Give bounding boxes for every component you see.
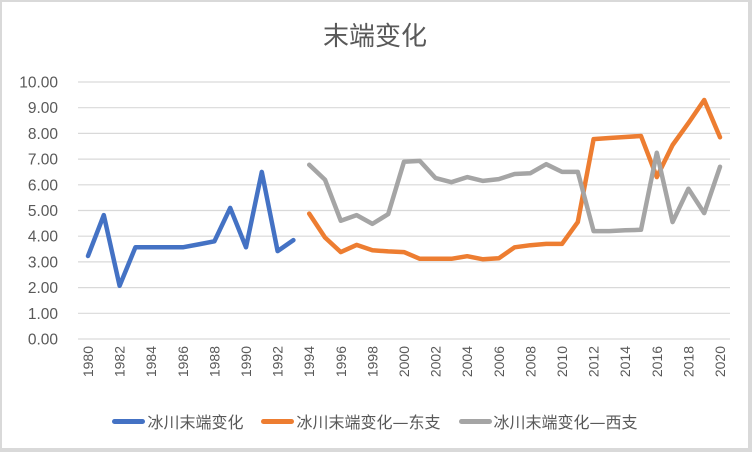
x-tick-label: 2020	[712, 346, 728, 377]
y-tick-label: 7.00	[28, 152, 59, 169]
chart-title: 末端变化	[322, 22, 427, 52]
legend-label: 冰川末端变化	[147, 413, 244, 432]
x-tick-label: 1984	[143, 346, 159, 377]
x-tick-label: 1982	[112, 346, 128, 377]
x-tick-label: 1986	[175, 346, 191, 377]
legend-item-1: 冰川末端变化—东支	[261, 409, 441, 433]
y-tick-label: 6.00	[28, 177, 59, 194]
x-tick-label: 2008	[522, 346, 538, 377]
y-tick-label: 8.00	[28, 126, 59, 143]
y-tick-label: 10.00	[19, 75, 58, 92]
x-tick-label: 1994	[301, 346, 317, 377]
x-tick-label: 2000	[396, 346, 412, 377]
x-tick-label: 2016	[649, 346, 665, 377]
y-tick-label: 3.00	[28, 254, 59, 271]
legend-label: 冰川末端变化—东支	[296, 413, 441, 432]
chart-area: 末端变化 0.00 1.00 2.00 3.00 4.00 5.00 6.00 7.00 8.0…	[2, 2, 748, 448]
legend-item-0: 冰川末端变化	[112, 409, 243, 433]
x-tick-label: 2006	[491, 346, 507, 377]
y-tick-label: 1.00	[28, 306, 59, 323]
x-tick-label: 2014	[617, 346, 633, 377]
y-tick-label: 0.00	[28, 332, 59, 349]
series-line-2	[306, 150, 723, 234]
y-tick-label: 5.00	[28, 203, 59, 220]
y-tick-label: 2.00	[28, 280, 59, 297]
plot-area: 0.00 1.00 2.00 3.00 4.00 5.00 6.00 7.00 8.00 9.00…	[19, 75, 730, 377]
x-tick-label: 1992	[270, 346, 286, 377]
x-tick-label: 2010	[554, 346, 570, 377]
x-tick-label: 1998	[364, 346, 380, 377]
x-tick-label: 2018	[680, 346, 696, 377]
legend-swatch	[261, 418, 295, 424]
legend: 冰川末端变化 冰川末端变化—东支 冰川末端变化—西支	[2, 406, 748, 436]
x-tick-label: 1980	[80, 346, 96, 377]
x-tick-label: 1996	[333, 346, 349, 377]
series-line-1	[306, 97, 723, 262]
legend-label: 冰川末端变化—西支	[493, 413, 638, 432]
x-tick-label: 2002	[428, 346, 444, 377]
x-tick-label: 1988	[206, 346, 222, 377]
y-tick-label: 9.00	[28, 100, 59, 117]
series-line-0	[85, 169, 296, 289]
legend-swatch	[458, 418, 492, 424]
x-tick-label: 2012	[586, 346, 602, 377]
legend-item-2: 冰川末端变化—西支	[458, 409, 638, 433]
x-tick-label: 1990	[238, 346, 254, 377]
legend-swatch	[112, 418, 146, 424]
x-tick-label: 2004	[459, 346, 475, 377]
y-tick-label: 4.00	[28, 229, 59, 246]
